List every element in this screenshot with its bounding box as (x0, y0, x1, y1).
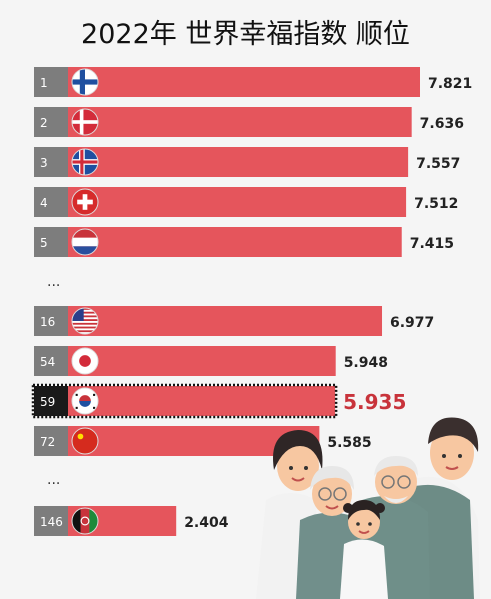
rank-box (34, 227, 68, 257)
japan-flag (71, 347, 99, 375)
bar-row-1: 1 7.821 (34, 67, 472, 97)
bar (68, 107, 412, 137)
bar (68, 346, 336, 376)
rank-box (34, 67, 68, 97)
rank-label: 3 (40, 156, 48, 170)
bar-row-146: 146 2.404 (34, 506, 229, 536)
bar-row-59: 59 5.935 (31, 383, 406, 419)
ellipsis-2: ... (47, 472, 60, 488)
china-flag (71, 427, 99, 455)
rank-label: 1 (40, 76, 48, 90)
value-label: 7.512 (414, 196, 458, 212)
value-label: 6.977 (390, 315, 434, 331)
value-label: 5.948 (344, 355, 388, 371)
bar-row-54: 54 5.948 (34, 346, 388, 376)
bar (68, 67, 420, 97)
rank-label: 54 (40, 355, 55, 369)
rank-label: 16 (40, 315, 55, 329)
value-label: 2.404 (184, 515, 229, 531)
value-label: 7.557 (416, 156, 460, 172)
bar (68, 227, 402, 257)
value-label: 5.585 (327, 435, 371, 451)
rank-label: 5 (40, 236, 48, 250)
rank-label: 59 (40, 395, 55, 409)
denmark-flag (71, 108, 99, 136)
usa-flag (71, 307, 99, 335)
rank-label: 146 (40, 515, 63, 529)
rank-box (34, 386, 68, 416)
bar (68, 306, 383, 336)
rank-box (34, 306, 68, 336)
rank-box (34, 147, 68, 177)
rank-box (34, 426, 68, 456)
rank-label: 72 (40, 435, 55, 449)
bar-row-16: 16 6.977 (34, 306, 434, 336)
bar-row-5: 5 7.415 (34, 227, 454, 257)
finland-flag (71, 68, 99, 96)
rank-label: 2 (40, 116, 48, 130)
iceland-flag (71, 148, 99, 176)
rank-box (34, 506, 68, 536)
bar (68, 187, 407, 217)
value-label: 7.821 (428, 76, 472, 92)
rank-box (34, 187, 68, 217)
value-label: 7.415 (410, 236, 454, 252)
rank-box (34, 107, 68, 137)
korea-flag (71, 387, 99, 415)
rank-box (34, 346, 68, 376)
value-label: 7.636 (420, 116, 464, 132)
netherlands-flag (71, 228, 99, 256)
bar-row-2: 2 7.636 (34, 107, 464, 137)
chart-title: 2022年 世界幸福指数 顺位 (81, 19, 410, 50)
rank-label: 4 (40, 196, 48, 210)
bar (68, 386, 336, 416)
value-label: 5.935 (343, 390, 406, 414)
bar-row-4: 4 7.512 (34, 187, 458, 217)
switzerland-flag (71, 188, 99, 216)
bar-row-3: 3 7.557 (34, 147, 460, 177)
ellipsis-1: ... (47, 274, 60, 290)
afghanistan-flag (71, 507, 99, 535)
bar (68, 147, 409, 177)
